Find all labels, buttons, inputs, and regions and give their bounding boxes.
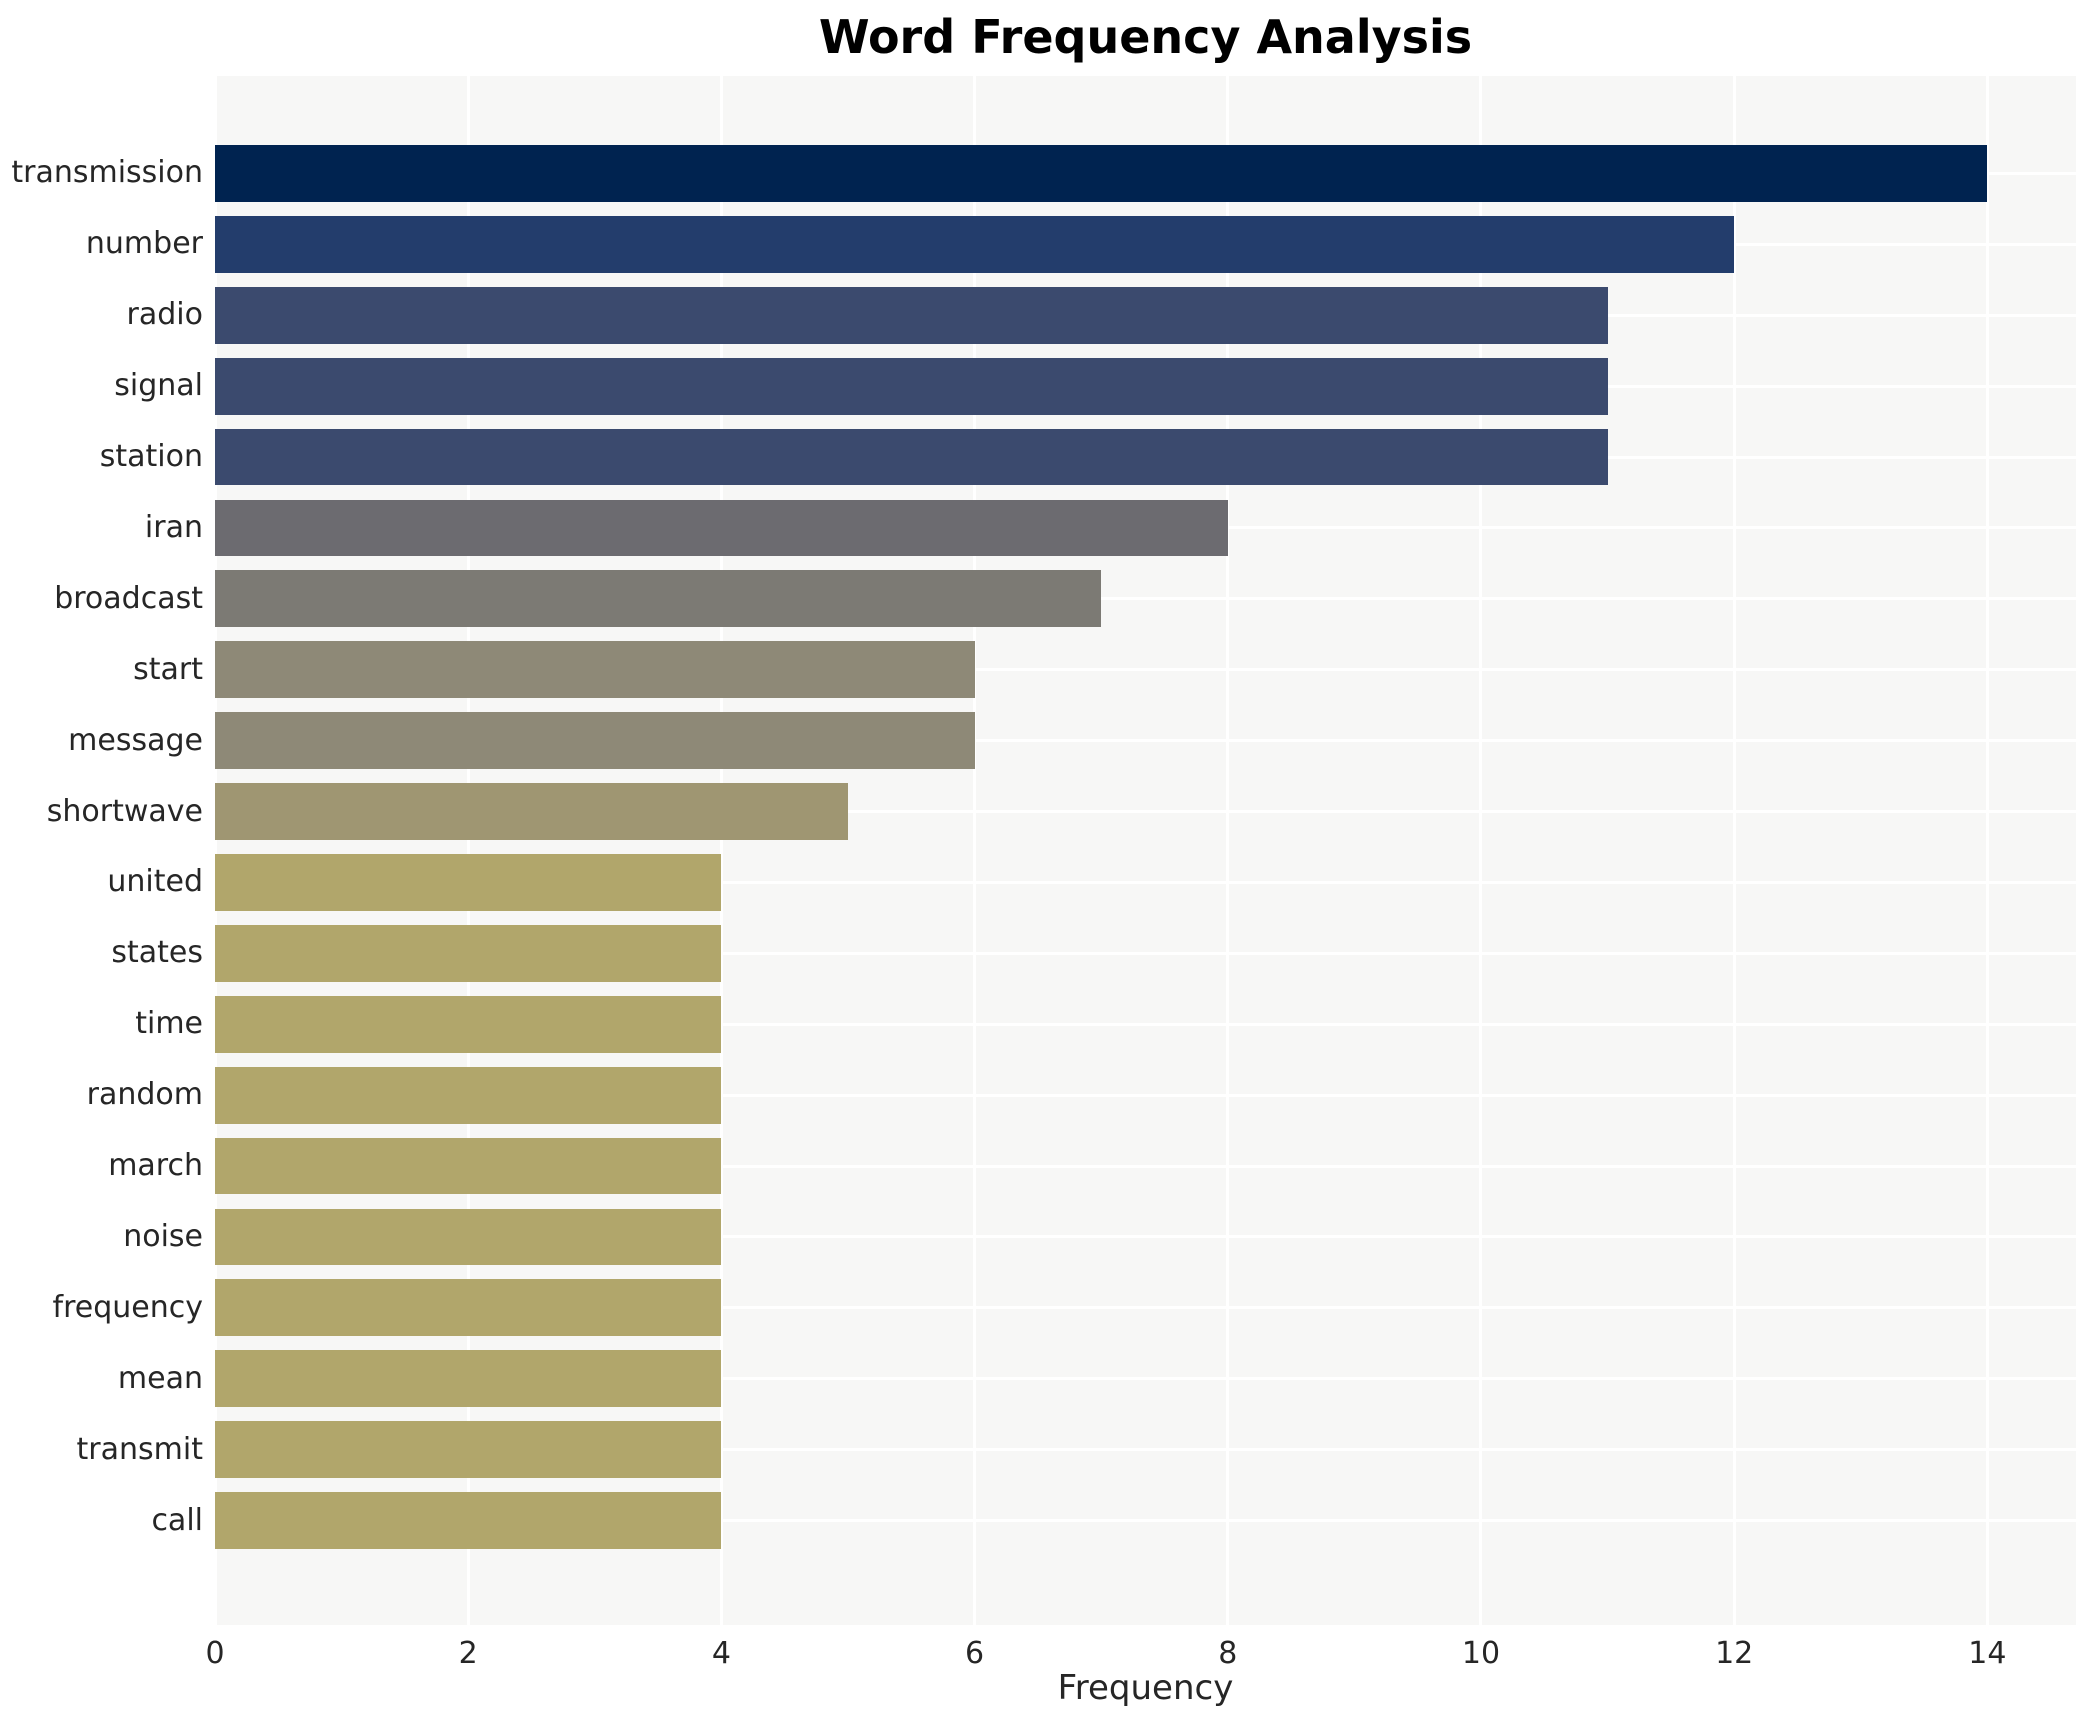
x-axis-tick-labels: 0 2 4 6 8 10 12 14 — [0, 1637, 2096, 1673]
bar-transmission — [215, 145, 1988, 202]
y-tick-label-random: random — [86, 1077, 203, 1113]
bar-radio — [215, 286, 1608, 344]
y-tick-label-noise: noise — [123, 1218, 203, 1254]
x-tick-label-0: 0 — [205, 1636, 225, 1671]
bar-signal — [215, 357, 1608, 415]
y-tick-label-transmission: transmission — [11, 155, 203, 191]
grid-line-horizontal — [215, 1022, 2076, 1026]
x-tick-label-12: 12 — [1715, 1636, 1754, 1671]
y-tick-label-frequency: frequency — [52, 1289, 203, 1325]
x-tick-label-6: 6 — [965, 1636, 985, 1671]
y-tick-label-march: march — [108, 1148, 203, 1184]
y-tick-label-number: number — [85, 226, 203, 262]
y-tick-label-message: message — [68, 722, 203, 758]
y-axis-tick-labels: transmission number radio signal station iran… — [0, 76, 203, 1625]
bar-message — [215, 712, 975, 769]
bar-call — [215, 1492, 722, 1549]
bar-random — [215, 1066, 722, 1124]
bar-start — [215, 641, 975, 699]
x-tick-label-8: 8 — [1218, 1636, 1238, 1671]
y-tick-label-states: states — [111, 935, 203, 971]
y-tick-label-mean: mean — [117, 1360, 203, 1396]
grid-line-horizontal — [215, 1306, 2076, 1310]
bar-time — [215, 995, 722, 1053]
grid-line-vertical — [466, 76, 470, 1625]
chart-title: Word Frequency Analysis — [818, 10, 1473, 64]
grid-line-horizontal — [215, 597, 2076, 601]
bar-number — [215, 215, 1735, 273]
grid-line-horizontal — [215, 739, 2076, 743]
grid-line-horizontal — [215, 880, 2076, 884]
y-tick-label-radio: radio — [126, 297, 203, 333]
bar-frequency — [215, 1279, 722, 1337]
bar-transmit — [215, 1421, 722, 1478]
grid-line-vertical — [1226, 76, 1230, 1625]
grid-line-horizontal — [215, 668, 2076, 672]
grid-line-horizontal — [215, 1377, 2076, 1381]
bar-march — [215, 1137, 722, 1195]
grid-line-horizontal — [215, 1448, 2076, 1452]
y-tick-label-station: station — [99, 439, 203, 475]
x-tick-label-4: 4 — [711, 1636, 731, 1671]
grid-line-vertical — [1732, 76, 1736, 1625]
grid-line-horizontal — [215, 951, 2076, 955]
x-tick-label-14: 14 — [1968, 1636, 2007, 1671]
grid-line-vertical — [1985, 76, 1989, 1625]
grid-line-horizontal — [215, 1235, 2076, 1239]
y-tick-label-transmit: transmit — [76, 1431, 203, 1467]
y-tick-label-united: united — [107, 864, 203, 900]
y-tick-label-start: start — [133, 651, 203, 687]
x-axis-label: Frequency — [1057, 1668, 1234, 1708]
grid-line-vertical — [973, 76, 977, 1625]
grid-line-vertical — [1479, 76, 1483, 1625]
bar-iran — [215, 499, 1228, 557]
bar-broadcast — [215, 570, 1102, 628]
bar-noise — [215, 1208, 722, 1266]
bar-shortwave — [215, 783, 848, 840]
y-tick-label-signal: signal — [114, 368, 203, 404]
bar-states — [215, 924, 722, 982]
grid-line-horizontal — [215, 1164, 2076, 1168]
bar-mean — [215, 1350, 722, 1408]
grid-line-horizontal — [215, 1519, 2076, 1523]
grid-line-vertical — [719, 76, 723, 1625]
y-tick-label-iran: iran — [144, 509, 203, 545]
y-tick-label-broadcast: broadcast — [54, 580, 203, 616]
bar-united — [215, 854, 722, 911]
x-tick-label-10: 10 — [1461, 1636, 1501, 1671]
grid-line-horizontal — [215, 810, 2076, 814]
plot-area — [215, 76, 2076, 1625]
bar-station — [215, 428, 1608, 486]
y-tick-label-call: call — [151, 1502, 203, 1538]
grid-line-horizontal — [215, 1093, 2076, 1097]
x-tick-label-2: 2 — [458, 1636, 478, 1671]
grid-line-vertical — [215, 76, 217, 1625]
y-tick-label-time: time — [135, 1006, 203, 1042]
y-tick-label-shortwave: shortwave — [46, 793, 203, 829]
